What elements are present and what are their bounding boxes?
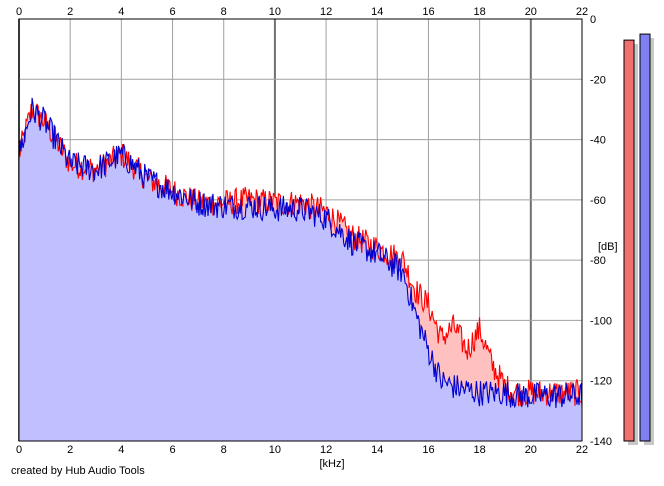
x-tick-label-bottom: 16	[422, 444, 434, 456]
x-tick-label-bottom: 4	[118, 444, 124, 456]
x-tick-label-bottom: 20	[525, 444, 537, 456]
y-tick-label: -40	[590, 135, 606, 147]
x-tick-label-bottom: 22	[576, 444, 588, 456]
y-tick-label: -120	[590, 376, 612, 388]
y-tick-label: -80	[590, 255, 606, 267]
y-tick-label: -100	[590, 315, 612, 327]
x-tick-label-top: 22	[576, 6, 588, 18]
x-tick-label-bottom: 8	[221, 444, 227, 456]
y-axis-label: [dB]	[598, 241, 618, 253]
y-tick-label: -60	[590, 195, 606, 207]
x-tick-label-bottom: 0	[16, 444, 22, 456]
x-tick-label-top: 10	[269, 6, 281, 18]
y-tick-label: -20	[590, 74, 606, 86]
x-tick-label-bottom: 14	[371, 444, 383, 456]
x-tick-label-top: 4	[118, 6, 124, 18]
meter-bar-1	[623, 39, 635, 442]
series-fill-2	[19, 97, 582, 442]
meter-bar-2	[639, 33, 651, 442]
x-axis-label: [kHz]	[319, 458, 344, 470]
x-tick-label-bottom: 6	[169, 444, 175, 456]
credit-text: created by Hub Audio Tools	[11, 465, 145, 477]
tick-labels: 002244668810101212141416161818202022220-…	[16, 6, 612, 456]
x-tick-label-top: 0	[16, 6, 22, 18]
x-tick-label-top: 12	[320, 6, 332, 18]
x-tick-label-top: 16	[422, 6, 434, 18]
x-tick-label-top: 18	[474, 6, 486, 18]
series-line-2	[18, 97, 583, 409]
x-tick-label-top: 14	[371, 6, 383, 18]
level-meters	[623, 33, 654, 445]
x-tick-label-top: 8	[221, 6, 227, 18]
x-tick-label-bottom: 18	[474, 444, 486, 456]
x-tick-label-top: 20	[525, 6, 537, 18]
x-tick-label-bottom: 10	[269, 444, 281, 456]
x-tick-label-top: 2	[67, 6, 73, 18]
series-layer	[18, 97, 583, 442]
x-tick-label-top: 6	[169, 6, 175, 18]
y-tick-label: 0	[590, 14, 596, 26]
series-line-1	[18, 103, 583, 407]
x-tick-label-bottom: 2	[67, 444, 73, 456]
x-tick-label-bottom: 12	[320, 444, 332, 456]
y-tick-label: -140	[590, 436, 612, 448]
plot-frame	[18, 18, 583, 442]
